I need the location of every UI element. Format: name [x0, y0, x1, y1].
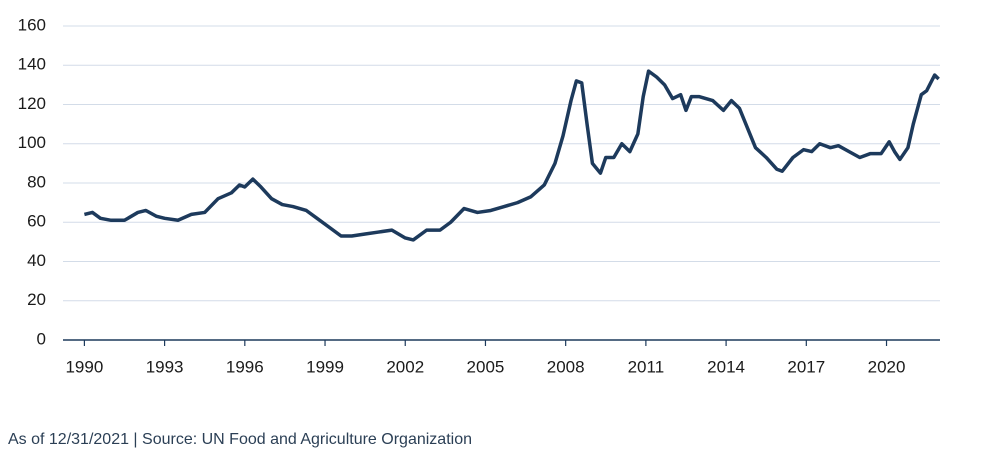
x-tick-label: 1990	[65, 357, 103, 376]
source-note: As of 12/31/2021 | Source: UN Food and A…	[8, 431, 472, 448]
x-tick-label: 1996	[226, 357, 264, 376]
x-tick-label: 1993	[146, 357, 184, 376]
y-tick-label: 140	[18, 55, 46, 74]
y-tick-label: 40	[27, 251, 46, 270]
x-tick-label: 2011	[628, 357, 665, 376]
y-tick-label: 160	[18, 15, 46, 34]
y-tick-label: 100	[18, 133, 46, 152]
y-tick-label: 20	[27, 290, 46, 309]
y-tick-label: 60	[27, 212, 46, 231]
x-tick-label: 2017	[787, 357, 825, 376]
data-line	[83, 69, 940, 242]
x-tick-label: 2008	[547, 357, 585, 376]
x-tick-label: 2002	[386, 357, 424, 376]
x-tick-label: 2020	[868, 357, 906, 376]
y-tick-label: 0	[37, 329, 46, 348]
x-tick-label: 2014	[707, 357, 745, 376]
x-tick-label: 1999	[306, 357, 344, 376]
y-tick-label: 80	[27, 172, 46, 191]
x-tick-label: 2005	[467, 357, 505, 376]
y-tick-label: 120	[18, 94, 46, 113]
